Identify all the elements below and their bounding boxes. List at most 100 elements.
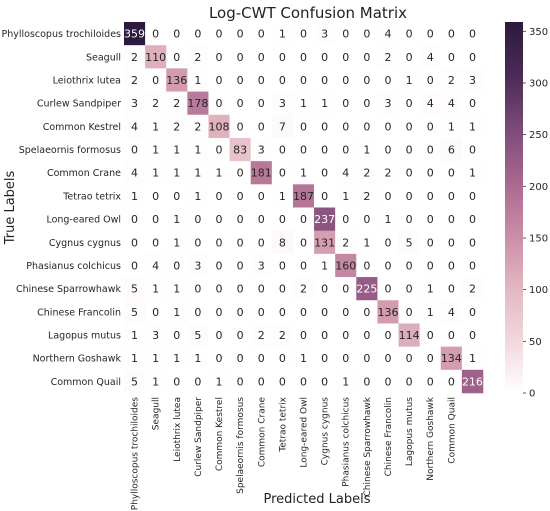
- cell-value: 0: [321, 120, 328, 133]
- heatmap-cell: [419, 346, 442, 371]
- x-tick-label: Northern Goshawk: [426, 396, 436, 481]
- cell-value: 136: [166, 74, 187, 87]
- cell-value: 0: [321, 375, 328, 388]
- heatmap-cell: [208, 369, 230, 394]
- cell-value: 0: [300, 51, 307, 64]
- heatmap-cell: [271, 207, 294, 231]
- y-tick-label: Common Crane: [47, 168, 121, 179]
- cell-value: 0: [152, 306, 159, 319]
- cell-value: 5: [194, 329, 201, 342]
- heatmap-cell: [292, 45, 315, 69]
- heatmap-cell: [187, 207, 209, 231]
- cell-value: 2: [152, 97, 159, 110]
- cell-value: 0: [363, 306, 370, 319]
- cell-value: 0: [258, 352, 265, 365]
- heatmap-cell: [377, 137, 399, 162]
- cell-value: 0: [216, 97, 223, 110]
- heatmap-cell: [461, 45, 484, 69]
- heatmap-cell: [335, 369, 357, 394]
- cell-value: 0: [194, 213, 201, 226]
- heatmap-cell: [335, 300, 357, 324]
- heatmap-cell: [419, 207, 442, 231]
- cell-value: 0: [237, 167, 244, 180]
- cell-value: 0: [237, 213, 244, 226]
- cell-value: 1: [363, 144, 370, 157]
- cell-value: 0: [342, 213, 349, 226]
- cell-value: 0: [237, 190, 244, 203]
- heatmap-cell: [292, 68, 315, 92]
- heatmap-cell: [461, 137, 484, 162]
- cell-value: 0: [216, 306, 223, 319]
- heatmap-cell: [166, 300, 188, 324]
- colorbar-tick-label: 50: [529, 337, 542, 348]
- cell-value: 0: [342, 144, 349, 157]
- heatmap-cell: [440, 114, 463, 139]
- heatmap-cell: [440, 230, 463, 255]
- heatmap-cell: [419, 45, 442, 69]
- heatmap-cell: [440, 207, 463, 231]
- y-tick-label: Common Quail: [51, 377, 121, 388]
- heatmap-cell: [208, 114, 230, 139]
- cell-value: 0: [152, 236, 159, 249]
- heatmap-cell: [377, 207, 399, 231]
- cell-value: 0: [406, 306, 413, 319]
- cell-value: 0: [406, 375, 413, 388]
- cell-value: 0: [279, 167, 286, 180]
- heatmap-cell: [419, 230, 442, 255]
- heatmap-cell: [335, 207, 357, 231]
- heatmap-cell: [229, 68, 252, 92]
- heatmap-cell: [335, 137, 357, 162]
- heatmap-cell: [292, 277, 315, 301]
- cell-value: 0: [469, 28, 476, 41]
- cell-value: 3: [194, 259, 201, 272]
- heatmap-cell: [208, 45, 230, 69]
- heatmap-cell: [314, 137, 336, 162]
- x-tick-label: Spelaeornis formosus: [236, 397, 246, 494]
- cell-value: 0: [321, 306, 328, 319]
- cell-value: 2: [363, 190, 370, 203]
- cell-value: 1: [279, 190, 286, 203]
- heatmap-cell: [250, 161, 273, 185]
- heatmap-cell: [124, 300, 146, 324]
- cell-value: 1: [342, 190, 349, 203]
- heatmap-cell: [145, 45, 167, 69]
- cell-value: 0: [469, 190, 476, 203]
- cell-value: 1: [300, 167, 307, 180]
- cell-value: 1: [384, 213, 391, 226]
- cell-value: 0: [279, 74, 286, 87]
- cell-value: 0: [258, 97, 265, 110]
- heatmap-cell: [187, 230, 209, 255]
- cell-value: 0: [131, 259, 138, 272]
- cell-value: 0: [448, 28, 455, 41]
- heatmap-cell: [461, 161, 484, 185]
- cell-value: 0: [300, 213, 307, 226]
- cell-value: 0: [406, 144, 413, 157]
- cell-value: 0: [384, 375, 391, 388]
- cell-value: 0: [279, 306, 286, 319]
- cell-value: 3: [279, 97, 286, 110]
- heatmap-cell: [250, 253, 273, 278]
- cell-value: 0: [406, 97, 413, 110]
- heatmap-cell: [377, 22, 399, 46]
- heatmap-cell: [419, 323, 442, 347]
- heatmap-cell: [271, 184, 294, 208]
- heatmap-cell: [314, 323, 336, 347]
- heatmap-cell: [250, 68, 273, 92]
- cell-value: 0: [363, 352, 370, 365]
- heatmap-cell: [419, 369, 442, 394]
- heatmap-cell: [292, 137, 315, 162]
- cell-value: 0: [406, 167, 413, 180]
- cell-value: 0: [300, 236, 307, 249]
- cell-value: 0: [194, 236, 201, 249]
- heatmap-cell: [314, 114, 336, 139]
- heatmap-cell: [398, 184, 420, 208]
- cell-value: 0: [237, 306, 244, 319]
- cell-value: 4: [131, 167, 138, 180]
- heatmap-cell: [208, 137, 230, 162]
- heatmap-cell: [208, 184, 230, 208]
- cell-value: 0: [131, 213, 138, 226]
- heatmap-cell: [229, 346, 252, 371]
- cell-value: 237: [314, 213, 335, 226]
- heatmap-cell: [335, 277, 357, 301]
- chart-title: Log-CWT Confusion Matrix: [209, 4, 407, 22]
